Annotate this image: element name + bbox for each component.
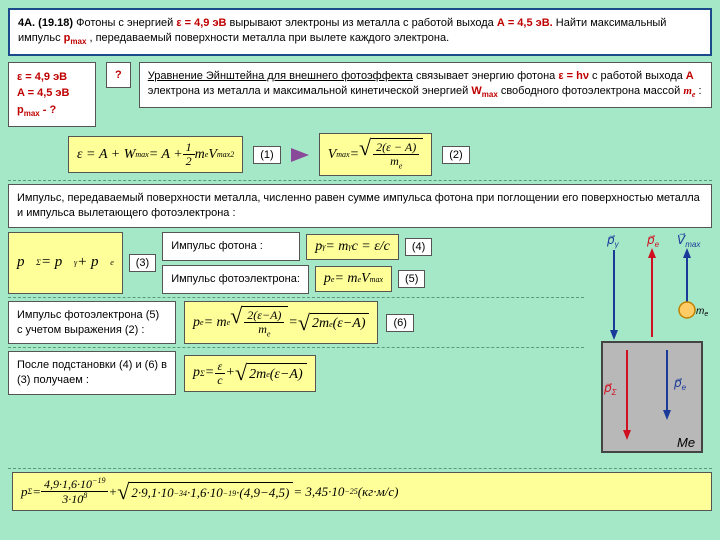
electron-impulse-label: Импульс фотоэлектрона: bbox=[162, 265, 309, 294]
svg-text:p⃗γ: p⃗γ bbox=[606, 233, 620, 249]
problem-statement: 4А. (19.18) Фотоны с энергией ε = 4,9 эВ… bbox=[8, 8, 712, 56]
expl1-g: Wmax bbox=[471, 85, 497, 97]
explain-3: Импульс фотоэлектрона (5) с учетом выраж… bbox=[8, 301, 176, 345]
expl1-h: свободного фотоэлектрона массой bbox=[501, 85, 684, 97]
expl1-b: связывает энергию фотона bbox=[416, 70, 558, 82]
expl1-j: : bbox=[699, 85, 702, 97]
formula-row-1-2: ε = A + Wmax = A + 12 meVmax2 (1) Vmax =… bbox=[68, 133, 712, 176]
vector-diagram: p⃗γ p⃗e V⃗max me p⃗Σ p⃗e Me bbox=[592, 232, 712, 465]
eq5-label: (5) bbox=[398, 270, 425, 288]
question-mark-box: ? bbox=[106, 62, 131, 88]
row-final-sub: После подстановки (4) и (6) в (3) получа… bbox=[8, 351, 584, 395]
expl1-e: А bbox=[686, 70, 694, 82]
problem-text-4: , передаваемый поверхности металла при в… bbox=[89, 32, 449, 44]
question-mark: ? bbox=[115, 69, 122, 81]
equation-6: pe = me√2(ε−A)me = √2me(ε−A) bbox=[184, 301, 378, 344]
divider bbox=[8, 180, 712, 181]
equation-3: p⃗Σ = p⃗γ + p⃗e bbox=[8, 232, 123, 294]
momentum-explanation: Импульс, передаваемый поверхности металл… bbox=[8, 184, 712, 228]
svg-text:p⃗e: p⃗e bbox=[646, 233, 660, 249]
problem-text-1: Фотоны с энергией bbox=[76, 17, 176, 29]
given-eps: ε = 4,9 эВ bbox=[17, 71, 67, 83]
svg-text:Me: Me bbox=[677, 435, 695, 450]
eq3-label: (3) bbox=[129, 254, 156, 272]
svg-text:V⃗max: V⃗max bbox=[677, 233, 701, 249]
given-row: ε = 4,9 эВ A = 4,5 эВ pmax - ? ? Уравнен… bbox=[8, 62, 712, 127]
equation-final: pΣ = εc + √2me(ε−A) bbox=[184, 355, 316, 392]
p-label: pmax bbox=[64, 32, 87, 44]
row-eq5: Импульс фотоэлектрона: pe = meVmax (5) bbox=[162, 265, 584, 294]
expl1-i: me bbox=[683, 85, 695, 97]
svg-text:me: me bbox=[696, 306, 708, 318]
formulas-and-diagram: p⃗Σ = p⃗γ + p⃗e (3) Импульс фотона : pγ … bbox=[8, 232, 712, 465]
expl1-c: ε = hν bbox=[558, 70, 589, 82]
photon-impulse-label: Импульс фотона : bbox=[162, 232, 300, 261]
numeric-result: pΣ = 4,9·1,6·10−193·108 + √2·9,1·10−34·1… bbox=[12, 472, 712, 511]
eq2-label: (2) bbox=[442, 146, 469, 164]
expl1-a: Уравнение Эйнштейна для внешнего фотоэфф… bbox=[148, 70, 413, 82]
eq-4-5-col: Импульс фотона : pγ = mγc = ε/c (4) Импу… bbox=[162, 232, 584, 294]
expl1-d: с работой выхода bbox=[592, 70, 686, 82]
einstein-explanation: Уравнение Эйнштейна для внешнего фотоэфф… bbox=[139, 62, 712, 108]
equation-2: Vmax = √2(ε − A)me bbox=[319, 133, 433, 176]
expl1-f: электрона из металла и максимальной кине… bbox=[148, 85, 472, 97]
row-eq4: Импульс фотона : pγ = mγc = ε/c (4) bbox=[162, 232, 584, 261]
given-a: A = 4,5 эВ bbox=[17, 87, 69, 99]
eps-value: ε = 4,9 эВ bbox=[176, 17, 226, 29]
row-eq6: Импульс фотоэлектрона (5) с учетом выраж… bbox=[8, 301, 584, 345]
divider-4 bbox=[8, 468, 712, 469]
explain-4: После подстановки (4) и (6) в (3) получа… bbox=[8, 351, 176, 395]
row-3-4-5: p⃗Σ = p⃗γ + p⃗e (3) Импульс фотона : pγ … bbox=[8, 232, 584, 294]
problem-number: 4А. (19.18) bbox=[18, 17, 73, 29]
diagram-svg: p⃗γ p⃗e V⃗max me p⃗Σ p⃗e Me bbox=[592, 232, 712, 462]
a-value: А = 4,5 эВ. bbox=[497, 17, 553, 29]
given-box: ε = 4,9 эВ A = 4,5 эВ pmax - ? bbox=[8, 62, 96, 127]
equation-5: pe = meVmax bbox=[315, 266, 392, 292]
eq4-label: (4) bbox=[405, 238, 432, 256]
given-p: pmax - ? bbox=[17, 104, 56, 116]
equation-4: pγ = mγc = ε/c bbox=[306, 234, 399, 260]
equation-1: ε = A + Wmax = A + 12 meVmax2 bbox=[68, 136, 243, 173]
eq6-label: (6) bbox=[386, 314, 413, 332]
eq1-label: (1) bbox=[253, 146, 280, 164]
formulas-column: p⃗Σ = p⃗γ + p⃗e (3) Импульс фотона : pγ … bbox=[8, 232, 584, 465]
divider-2 bbox=[8, 297, 584, 298]
arrow-icon bbox=[291, 148, 309, 162]
problem-text-2: вырывают электроны из металла с работой … bbox=[230, 17, 497, 29]
divider-3 bbox=[8, 347, 584, 348]
